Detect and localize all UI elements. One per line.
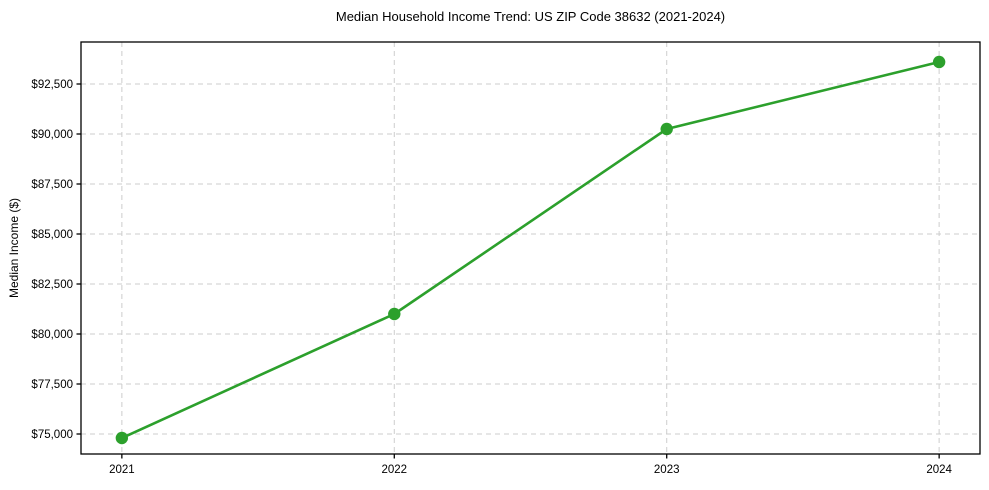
x-tick-label: 2023 [654, 464, 680, 476]
data-line [120, 60, 941, 440]
y-tick-label: $80,000 [31, 329, 73, 341]
y-tick-label: $92,500 [31, 79, 73, 91]
x-tick-label: 2024 [926, 464, 952, 476]
y-tick-label: $85,000 [31, 229, 73, 241]
x-tick-label: 2021 [109, 464, 135, 476]
data-point [115, 431, 129, 445]
y-tick-label: $87,500 [31, 179, 73, 191]
chart-title: Median Household Income Trend: US ZIP Co… [335, 9, 726, 24]
y-tick-label: $77,500 [31, 379, 73, 391]
x-tick-label: 2022 [381, 464, 407, 476]
data-point [660, 122, 673, 136]
y-tick-label: $82,500 [31, 279, 73, 291]
plot-frame [80, 41, 981, 455]
y-tick-label: $75,000 [31, 429, 73, 441]
y-tick-label: $90,000 [31, 129, 73, 141]
data-point [932, 55, 946, 69]
data-point [388, 307, 401, 321]
